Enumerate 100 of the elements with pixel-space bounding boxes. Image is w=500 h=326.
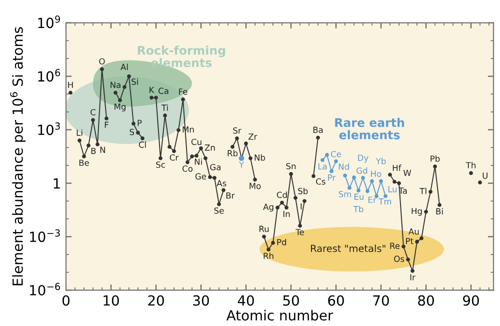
annotation: Sr [233, 127, 242, 134]
annotation: Zr [248, 134, 258, 140]
annotation: Rb [228, 150, 238, 156]
point [330, 169, 334, 174]
annotation: Ga [210, 164, 220, 170]
annotation: Re [390, 242, 400, 249]
y-axis-title: Element abundance per 10$^{6}$ Si atoms [10, 27, 26, 286]
y-tick-label: 1 [54, 178, 60, 188]
annotation: Nd [338, 163, 349, 170]
annotation: Os [394, 256, 404, 262]
annotation: P [138, 120, 142, 126]
annotation: Cu [191, 138, 202, 146]
annotation: Dy [358, 154, 368, 163]
annotation: Li [76, 129, 82, 136]
x-tick-label: 90 [463, 295, 479, 306]
y-tick-label: 10$^{−3}$ [30, 229, 60, 242]
annotation: Cs [316, 178, 326, 185]
point [348, 186, 352, 190]
annotation: N [100, 146, 105, 153]
annotation: Sc [156, 162, 165, 168]
point [334, 159, 338, 164]
point [366, 189, 370, 194]
annotation: Er [368, 196, 376, 203]
annotation: Ba [313, 126, 323, 133]
annotation: S [130, 128, 134, 136]
annotation: Rh [264, 252, 274, 259]
annotation: I [300, 203, 302, 210]
annotation: In [283, 210, 290, 217]
point [320, 158, 324, 162]
annotation: Tm [378, 198, 392, 204]
x-tick-label: 50 [283, 295, 299, 306]
x-tick-label: 80 [418, 295, 434, 306]
annotation: Se [214, 207, 224, 214]
annotation: Eu [354, 194, 364, 200]
y-tick-label: 10$^{3}$ [38, 122, 60, 136]
annotation: Ag [263, 204, 274, 212]
annotation: As [216, 180, 226, 186]
x-tick-label: 20 [148, 295, 164, 306]
annotation: Pd [277, 238, 286, 246]
point [379, 179, 383, 184]
annotation: Ca [158, 88, 168, 94]
annotation: Na [110, 82, 120, 88]
y-tick-label: 10$^{9}$ [38, 15, 60, 28]
annotation: Si [132, 78, 138, 85]
annotation: La [318, 163, 327, 170]
annotation: Bi [436, 208, 443, 214]
annotation: Gd [356, 167, 368, 174]
annotation: Lu [388, 186, 397, 192]
x-tick-label: 40 [238, 295, 254, 306]
annotation: Be [79, 160, 89, 166]
annotation: Te [296, 229, 304, 236]
annotation: Fe [179, 88, 188, 95]
annotation: Ti [161, 104, 168, 111]
point [361, 176, 365, 180]
x-tick-label: 10 [104, 295, 119, 306]
x-tick-label: 60 [328, 295, 344, 306]
y-tick-label: 10$^{−6}$ [30, 282, 60, 296]
annotation: Th [466, 162, 476, 168]
annotation: K [150, 86, 154, 93]
y-tick-label: 10$^{6}$ [38, 68, 60, 82]
annotation: O [99, 58, 105, 65]
annotation: Ge [195, 173, 206, 180]
annotation: Pb [430, 155, 440, 162]
point [343, 174, 347, 178]
annotation: Zn [204, 144, 215, 151]
annotation: Mg [114, 104, 126, 112]
annotation: Cd [276, 192, 287, 198]
annotation: Br [226, 192, 235, 199]
annotation: Tl [420, 188, 426, 194]
annotation: Rarest "metals" [311, 244, 386, 252]
annotation: U [482, 172, 488, 179]
x-tick-label: 0 [62, 295, 70, 306]
annotation: Sb [298, 188, 308, 194]
point [370, 179, 374, 184]
annotation: Rare earth elements [335, 118, 404, 140]
annotation: C [90, 109, 96, 116]
point [325, 152, 329, 157]
annotation: Pr [328, 174, 336, 181]
annotation: Pt [406, 238, 414, 244]
annotation: Mo [250, 182, 261, 190]
annotation: Sm [338, 190, 351, 198]
annotation: Yb [376, 158, 386, 164]
x-axis-title: Atomic number [226, 310, 334, 321]
annotation: Ce [330, 150, 341, 158]
annotation: B [91, 148, 96, 154]
annotation: Co [182, 165, 193, 172]
x-tick-label: 30 [193, 295, 209, 306]
annotation: Ho [371, 170, 382, 178]
annotation: W [403, 170, 412, 176]
annotation: Au [408, 228, 419, 235]
annotation: Ru [259, 226, 269, 232]
annotation: Hf [392, 164, 402, 171]
annotation: Cl [138, 141, 146, 148]
annotation: Y [238, 162, 244, 168]
point [352, 176, 356, 180]
annotation: H [68, 82, 73, 88]
annotation: F [104, 122, 108, 128]
annotation: Hg [412, 208, 422, 216]
annotation: Ni [194, 158, 202, 165]
annotation: Nb [254, 154, 266, 161]
